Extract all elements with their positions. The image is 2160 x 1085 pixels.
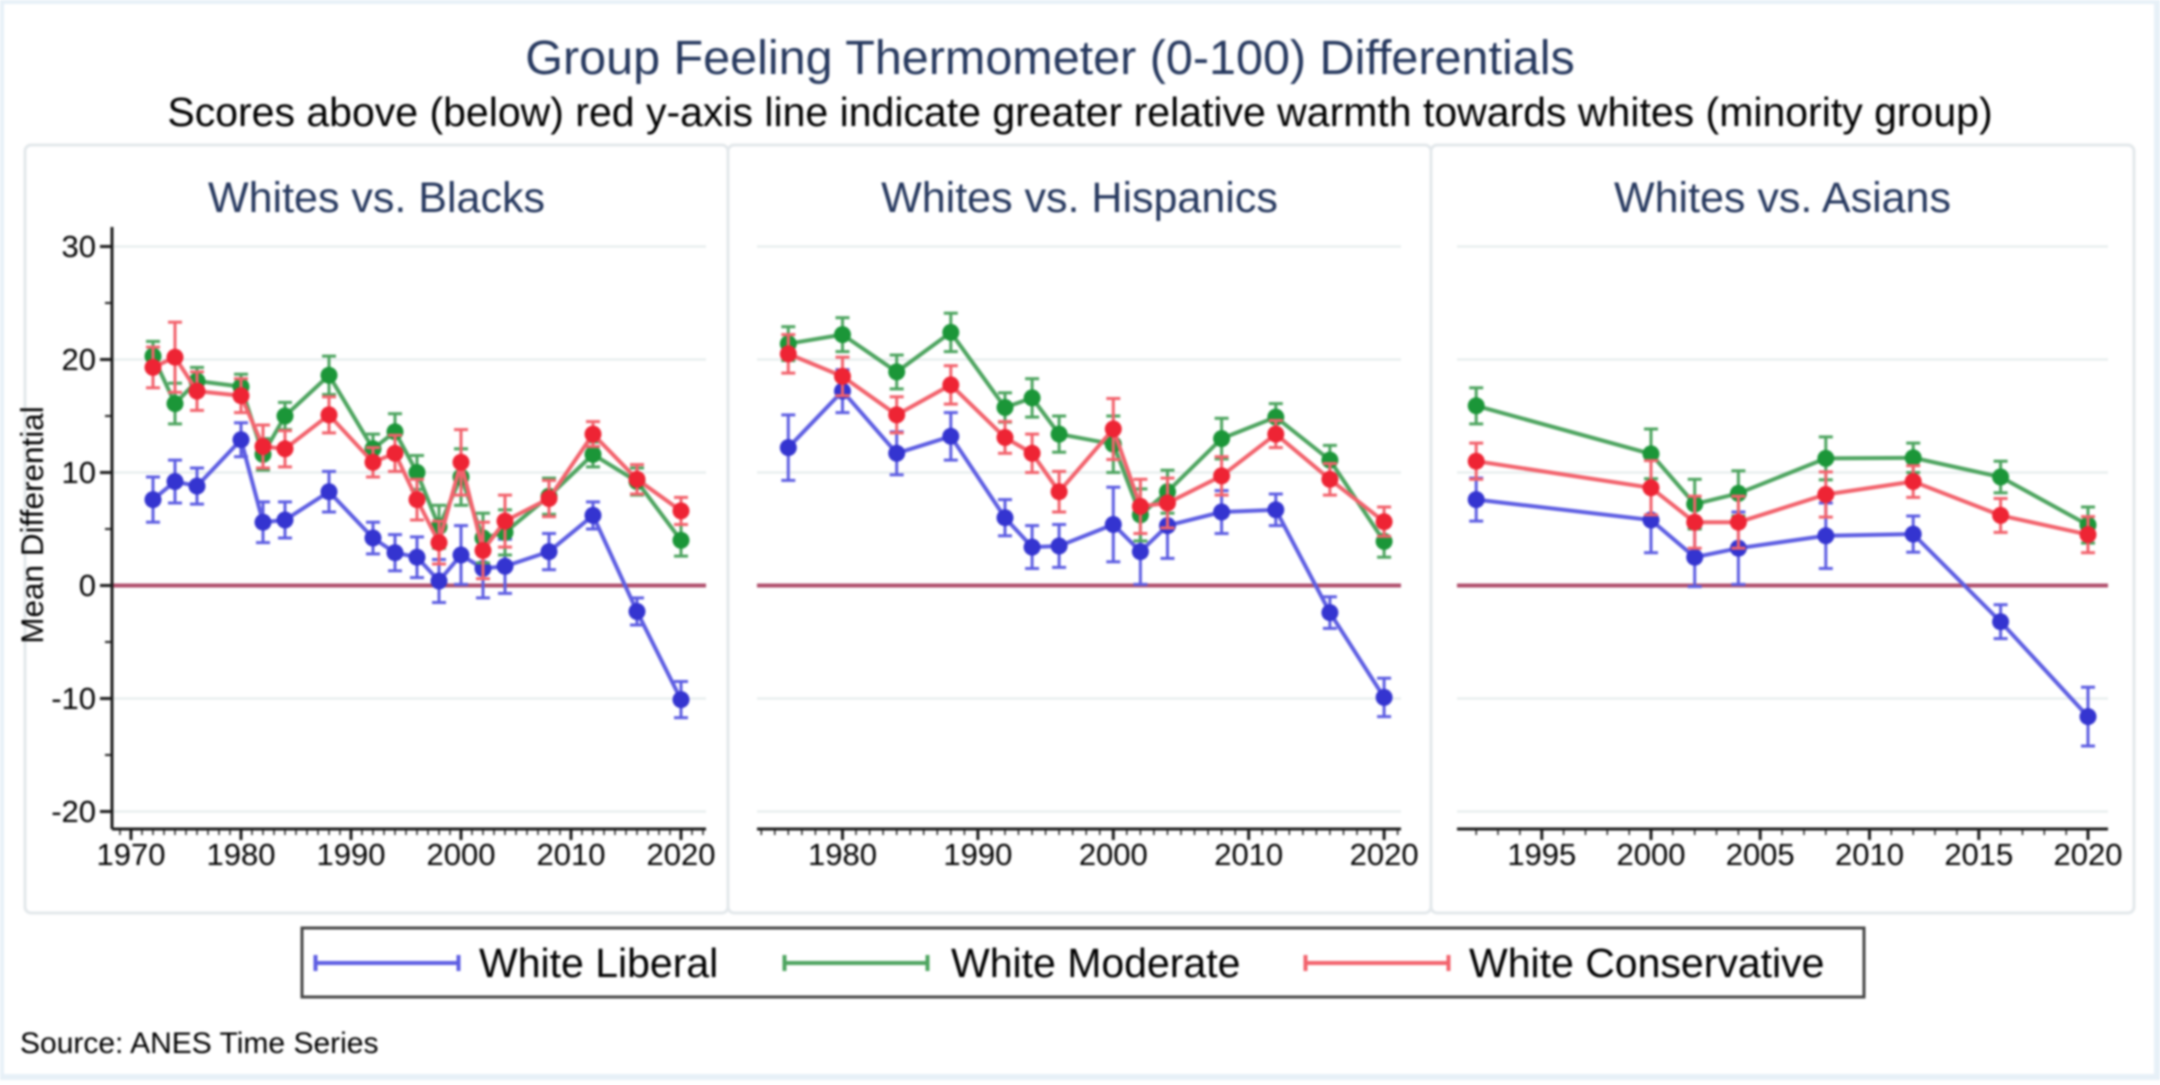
svg-text:2000: 2000	[427, 837, 496, 872]
svg-text:2000: 2000	[1079, 837, 1148, 872]
svg-text:2005: 2005	[1726, 837, 1795, 872]
svg-text:2020: 2020	[2054, 837, 2123, 872]
svg-text:Mean Differential: Mean Differential	[14, 406, 50, 644]
svg-text:10: 10	[62, 455, 96, 490]
svg-text:Whites vs. Asians: Whites vs. Asians	[1614, 174, 1951, 222]
svg-text:2020: 2020	[647, 837, 716, 872]
svg-text:2010: 2010	[1214, 837, 1283, 872]
svg-text:20: 20	[62, 342, 96, 377]
svg-text:1990: 1990	[317, 837, 386, 872]
svg-text:1980: 1980	[207, 837, 276, 872]
svg-text:White Liberal: White Liberal	[479, 940, 718, 986]
svg-text:-20: -20	[51, 794, 96, 829]
svg-text:Group Feeling Thermometer (0-1: Group Feeling Thermometer (0-100) Differ…	[525, 31, 1575, 85]
svg-text:2015: 2015	[1944, 837, 2013, 872]
svg-text:Whites vs. Hispanics: Whites vs. Hispanics	[881, 174, 1278, 222]
svg-text:2000: 2000	[1617, 837, 1686, 872]
svg-text:30: 30	[62, 229, 96, 264]
svg-text:0: 0	[79, 568, 96, 603]
svg-text:2010: 2010	[1835, 837, 1904, 872]
svg-text:-10: -10	[51, 681, 96, 716]
svg-text:1980: 1980	[808, 837, 877, 872]
svg-text:White Moderate: White Moderate	[951, 940, 1240, 986]
svg-text:Scores above (below) red y-axi: Scores above (below) red y-axis line ind…	[167, 89, 1992, 135]
svg-text:Whites vs. Blacks: Whites vs. Blacks	[208, 174, 545, 222]
svg-text:White Conservative: White Conservative	[1469, 940, 1824, 986]
svg-text:Source: ANES Time Series: Source: ANES Time Series	[20, 1027, 378, 1060]
svg-text:1970: 1970	[97, 837, 166, 872]
svg-text:1990: 1990	[943, 837, 1012, 872]
svg-text:2010: 2010	[537, 837, 606, 872]
svg-text:2020: 2020	[1350, 837, 1419, 872]
svg-text:1995: 1995	[1507, 837, 1576, 872]
